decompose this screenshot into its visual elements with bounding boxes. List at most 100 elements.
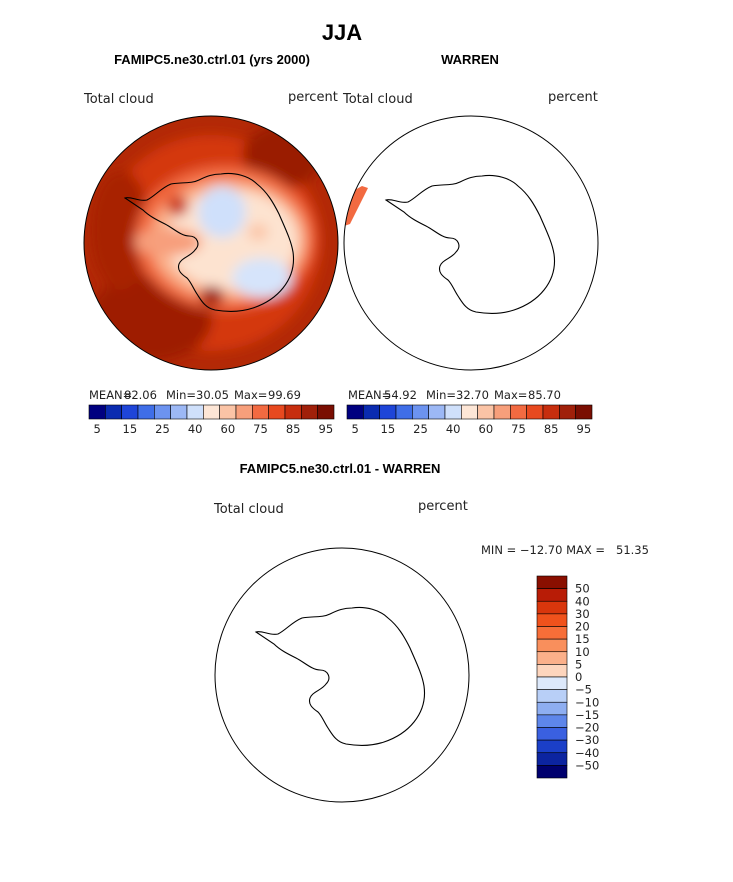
colorbar-swatch [536,739,568,754]
panel-diff-title: FAMIPC5.ne30.ctrl.01 - WARREN [240,461,441,476]
colorbar-swatch [88,404,106,420]
colorbar-swatch [284,404,302,420]
colorbar-swatch [559,404,576,420]
colorbar-swatch [536,676,568,690]
colorbar-swatch [461,404,478,420]
colorbar-tick-label: 40 [575,594,590,608]
colorbar-tick-label: −5 [575,683,592,697]
main-title: JJA [322,20,362,45]
colorbar-swatch [186,404,204,420]
panel-model-title: FAMIPC5.ne30.ctrl.01 (yrs 2000) [114,52,310,67]
colorbar-swatch [536,664,568,678]
panel-obs: WARREN Total cloud percent MEAN= 54.92 M… [342,52,599,436]
panel-model-variable: Total cloud [83,92,154,107]
colorbar-tick-label: −20 [575,721,599,735]
mean-label: MEAN= [89,388,132,402]
panel-diff-variable: Total cloud [213,502,284,517]
panel-diff-units: percent [418,499,468,514]
colorbar-tick-label: 5 [94,422,101,436]
colorbar-swatch [536,727,568,741]
colorbar-swatch [575,404,593,420]
min-value: 32.70 [456,388,489,402]
colorbar-tick-label: 15 [381,422,396,436]
colorbar-swatch [536,701,568,716]
panel-obs-units: percent [548,90,598,105]
colorbar-swatch [526,404,544,420]
colorbar-swatch [536,600,568,615]
panel-model-units: percent [288,90,338,105]
colorbar-tick-label: −15 [575,708,599,722]
panel-diff-continent [255,606,426,746]
colorbar-tick-label: 25 [413,422,428,436]
panel-obs-field [344,186,368,226]
colorbar-swatch [536,626,568,640]
min-label: Min= [426,388,456,402]
panel-model-field [84,116,338,370]
colorbar-swatch [346,404,364,420]
colorbar-tick-label: 40 [188,422,203,436]
colorbar-tick-label: 20 [575,620,590,634]
colorbar-swatch [536,638,568,653]
colorbar-swatch [477,404,495,420]
colorbar-swatch [542,404,560,420]
colorbar-tick-label: −10 [575,695,599,709]
colorbar-tick-label: 75 [253,422,268,436]
colorbar-tick-label: −40 [575,746,599,760]
panel-obs-stats: MEAN= 54.92 Min= 32.70 Max= 85.70 [348,388,561,402]
mean-value: 54.92 [384,388,417,402]
panel-obs-title: WARREN [441,52,499,67]
colorbar-swatch [301,404,318,420]
panel-diff-minmax: MIN = −12.70 MAX = 51.35 [481,543,649,557]
colorbar-tick-label: 5 [352,422,359,436]
panel-obs-border [343,115,599,371]
colorbar-swatch [536,575,568,589]
colorbar-swatch [536,613,568,627]
colorbar-swatch [105,404,122,420]
colorbar-tick-label: −50 [575,758,599,772]
colorbar-swatch [412,404,429,420]
colorbar-tick-label: 5 [575,657,582,671]
colorbar-tick-label: 95 [577,422,592,436]
colorbar-tick-label: −30 [575,733,599,747]
colorbar-tick-label: 60 [221,422,236,436]
panel-diff: FAMIPC5.ne30.ctrl.01 - WARREN Total clou… [213,461,649,803]
panel-model: FAMIPC5.ne30.ctrl.01 (yrs 2000) Total cl… [83,52,339,436]
colorbar-swatch [379,404,397,420]
colorbar-tick-label: 50 [575,582,590,596]
colorbar-tick-label: 85 [544,422,559,436]
colorbar-swatch [235,404,253,420]
colorbar-tick-label: 30 [575,607,590,621]
colorbar-tick-label: 60 [479,422,494,436]
colorbar-swatch [363,404,380,420]
colorbar-tick-label: 95 [319,422,334,436]
max-label: Max= [234,388,267,402]
panel-diff-field [215,592,236,634]
colorbar-swatch [121,404,139,420]
colorbar-tick-label: 15 [123,422,138,436]
colorbar-swatch [428,404,446,420]
panel-model-colorbar: 5 15 25 40 60 75 85 95 [88,404,335,436]
panel-obs-continent [385,174,556,314]
colorbar-swatch [536,651,568,665]
colorbar-swatch [493,404,511,420]
colorbar-swatch [536,689,568,703]
colorbar-swatch [252,404,269,420]
panel-model-border [83,115,339,371]
mean-value: 82.06 [124,388,157,402]
panel-obs-variable: Total cloud [342,92,413,107]
colorbar-swatch [536,752,568,766]
colorbar-tick-label: 0 [575,670,582,684]
colorbar-swatch [317,404,335,420]
colorbar-swatch [536,588,568,602]
colorbar-swatch [219,404,237,420]
min-value: 30.05 [196,388,229,402]
colorbar-swatch [268,404,286,420]
colorbar-swatch [536,765,568,779]
colorbar-swatch [170,404,188,420]
colorbar-swatch [510,404,527,420]
colorbar-tick-label: 10 [575,645,590,659]
colorbar-swatch [203,404,220,420]
colorbar-swatch [395,404,413,420]
colorbar-tick-label: 15 [575,632,590,646]
